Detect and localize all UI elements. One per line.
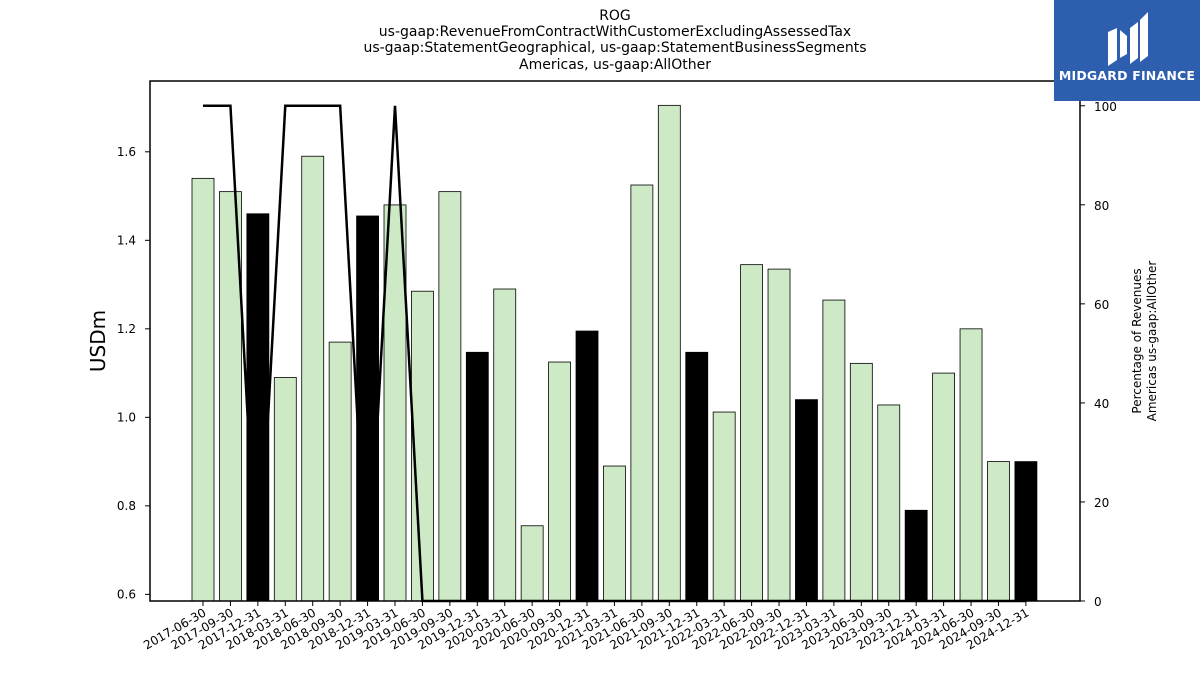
y2-axis-label-line-2: Americas us-gaap:AllOther [1145,261,1159,422]
chart-title: ROG us-gaap:RevenueFromContractWithCusto… [363,8,866,73]
y-tick-label: 1.4 [117,233,136,247]
title-line-1: ROG [599,8,631,24]
quarter-bar [630,184,654,602]
quarter-bar [301,155,325,602]
brand-name: MIDGARD FINANCE [1058,68,1196,83]
quarter-bar [822,299,846,602]
annual-bar [246,213,270,602]
y2-tick-label: 20 [1094,496,1109,510]
y-tick-label: 1.6 [117,145,136,159]
quarter-bar [877,404,901,602]
quarter-bar [932,372,956,602]
quarter-bar [603,465,626,602]
y-tick-label: 0.6 [117,587,136,601]
quarter-bar [849,362,873,602]
quarter-bar [520,525,544,602]
title-line-4: Americas, us-gaap:AllOther [519,57,711,73]
y-axis-left: 0.6 0.8 1.0 1.2 1.4 1.6 [117,145,150,601]
bar-series [191,104,1038,602]
annual-bar [685,351,709,602]
y2-tick-label: 0 [1094,595,1102,609]
plot-frame [149,80,1081,602]
quarter-bar [767,268,791,602]
brand-logo: MIDGARD FINANCE [1054,0,1200,101]
y2-tick-label: 60 [1094,298,1109,312]
annual-bar [1014,461,1038,602]
y2-tick-label: 100 [1094,100,1117,114]
quarter-bar [959,328,983,602]
y2-tick-label: 80 [1094,199,1109,213]
quarter-bar [740,264,763,602]
annual-bar [904,509,928,602]
quarter-bar [191,177,215,602]
quarter-bar [493,288,517,602]
y-tick-label: 0.8 [117,499,136,513]
quarter-bar [273,377,297,602]
quarter-bar [987,461,1010,602]
quarter-bar [657,104,681,602]
annual-bar [575,330,599,602]
y2-axis-label-line-1: Percentage of Revenues [1130,268,1144,413]
quarter-bar [548,361,571,602]
title-line-3: us-gaap:StatementGeographical, us-gaap:S… [363,40,866,56]
y-axis-right: 0 20 40 60 80 100 [1080,100,1117,609]
y-axis-label: USDm [86,310,110,372]
quarter-bar [438,191,462,602]
annual-bar [356,215,379,602]
quarter-bar [328,341,352,602]
annual-bar [795,399,818,602]
annual-bar [465,351,489,602]
x-axis: 2017-06-302017-09-302017-12-312018-03-31… [141,601,1031,652]
quarter-bar [712,411,736,602]
y-tick-label: 1.0 [117,410,136,424]
y2-tick-label: 40 [1094,397,1109,411]
y-tick-label: 1.2 [117,322,136,336]
title-line-2: us-gaap:RevenueFromContractWithCustomerE… [379,24,851,40]
midgard-logo-icon [1108,12,1148,66]
